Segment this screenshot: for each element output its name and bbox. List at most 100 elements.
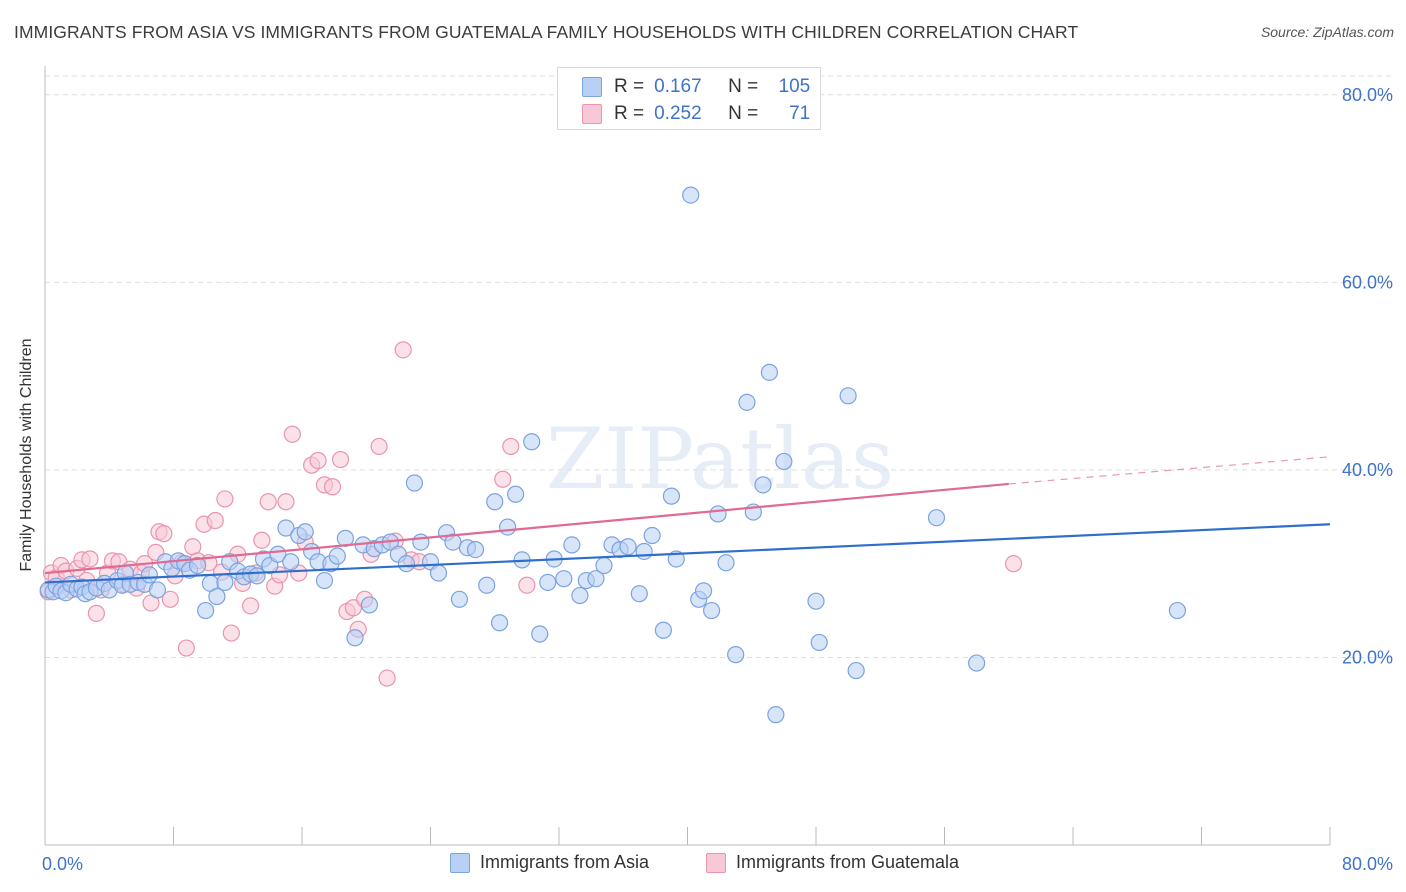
asia-point [839, 387, 857, 405]
asia-point [397, 555, 416, 573]
y-tick-label: 80.0% [1342, 85, 1393, 105]
asia-point [968, 654, 986, 672]
guatemala-point [277, 493, 295, 511]
asia-point [630, 585, 648, 603]
asia-point [296, 523, 314, 541]
asia-point [738, 393, 756, 411]
source-label: Source: ZipAtlas.com [1260, 24, 1394, 40]
asia-point [148, 581, 167, 599]
guatemala-point [323, 478, 342, 496]
axes [44, 66, 1331, 846]
series-legend: Immigrants from Asia Immigrants from Gua… [0, 852, 1406, 878]
guatemala-point [161, 590, 179, 608]
asia-point [760, 363, 779, 381]
n-label: N = [728, 76, 759, 97]
legend-item-asia: Immigrants from Asia [450, 852, 649, 873]
asia-point [429, 564, 448, 582]
asia-point [927, 509, 946, 527]
guatemala-point [259, 493, 277, 511]
x-tick-label: 80.0% [1342, 854, 1393, 874]
stats-legend: R = 0.167 N = 105 R = 0.252 N = 71 [557, 67, 821, 130]
asia-point [662, 487, 681, 505]
guatemala-point [177, 639, 195, 657]
guatemala-trend-line [44, 482, 1009, 575]
asia-point [727, 646, 745, 664]
asia-point [619, 538, 637, 556]
asia-point [767, 706, 785, 724]
asia-point [346, 629, 364, 647]
guatemala-point [222, 624, 240, 642]
asia-r-value: 0.167 [654, 76, 702, 97]
asia-point [555, 570, 573, 588]
guatemala-point [216, 490, 234, 508]
asia-point [478, 576, 496, 594]
asia-point [595, 556, 613, 575]
r-label: R = [614, 103, 645, 124]
asia-point [507, 485, 525, 503]
asia-point [694, 582, 713, 600]
guatemala-point [242, 597, 260, 615]
guatemala-point [155, 525, 173, 543]
asia-point [682, 186, 700, 204]
asia-point [486, 493, 504, 511]
asia-point [531, 625, 549, 643]
stats-row-asia: R = 0.167 N = 105 [582, 75, 810, 99]
asia-point [208, 587, 226, 606]
asia-swatch [450, 852, 470, 873]
tick-labels: 20.0% 40.0% 60.0% 80.0% 0.0% 80.0% [42, 85, 1393, 874]
guatemala-point [494, 470, 512, 488]
asia-n-value: 105 [778, 76, 811, 97]
guatemala-point [1004, 555, 1023, 573]
asia-point [315, 571, 334, 590]
guatemala-point [87, 604, 106, 622]
asia-point [654, 621, 673, 639]
asia-point [360, 596, 379, 614]
y-tick-label: 60.0% [1342, 272, 1393, 292]
n-label: N = [728, 103, 759, 124]
guatemala-trend-extension [1008, 456, 1331, 485]
stats-row-guatemala: R = 0.252 N = 71 [582, 102, 810, 126]
y-axis-label: Family Households with Children [18, 338, 35, 572]
asia-point [412, 533, 430, 551]
asia-point [635, 542, 653, 561]
y-tick-label: 40.0% [1342, 460, 1393, 480]
asia-point [328, 547, 346, 565]
legend-item-guatemala: Immigrants from Guatemala [706, 852, 959, 873]
asia-point [775, 452, 793, 471]
asia-point [563, 536, 581, 554]
asia-point [810, 633, 828, 652]
asia-swatch [582, 77, 602, 97]
asia-point [754, 476, 772, 494]
legend-label-guatemala: Immigrants from Guatemala [736, 852, 960, 872]
asia-point [571, 586, 589, 605]
asia-point [717, 554, 735, 572]
guatemala-point [370, 437, 388, 456]
asia-point [466, 540, 485, 559]
asia-point [643, 526, 661, 545]
x-tick-label: 0.0% [42, 854, 83, 874]
asia-point [248, 567, 266, 585]
guatemala-point [206, 511, 224, 530]
guatemala-swatch [706, 852, 726, 873]
asia-point [490, 614, 509, 632]
guatemala-n-value: 71 [789, 103, 811, 124]
guatemala-point [253, 531, 271, 549]
asia-point [709, 505, 727, 523]
guatemala-swatch [582, 104, 602, 124]
asia-point [847, 661, 865, 680]
r-label: R = [614, 76, 645, 97]
guatemala-point [502, 437, 520, 456]
watermark: ZIPatlas [546, 410, 894, 508]
chart-title: IMMIGRANTS FROM ASIA VS IMMIGRANTS FROM … [14, 22, 1079, 42]
guatemala-point [378, 669, 396, 687]
asia-trend-line [44, 523, 1331, 584]
guatemala-point [394, 341, 412, 359]
asia-point [523, 433, 541, 451]
guatemala-point [518, 576, 536, 594]
y-tick-label: 20.0% [1342, 647, 1393, 667]
asia-point [405, 474, 424, 492]
guatemala-r-value: 0.252 [654, 103, 702, 124]
asia-point [450, 590, 469, 608]
trend-lines [44, 456, 1331, 584]
